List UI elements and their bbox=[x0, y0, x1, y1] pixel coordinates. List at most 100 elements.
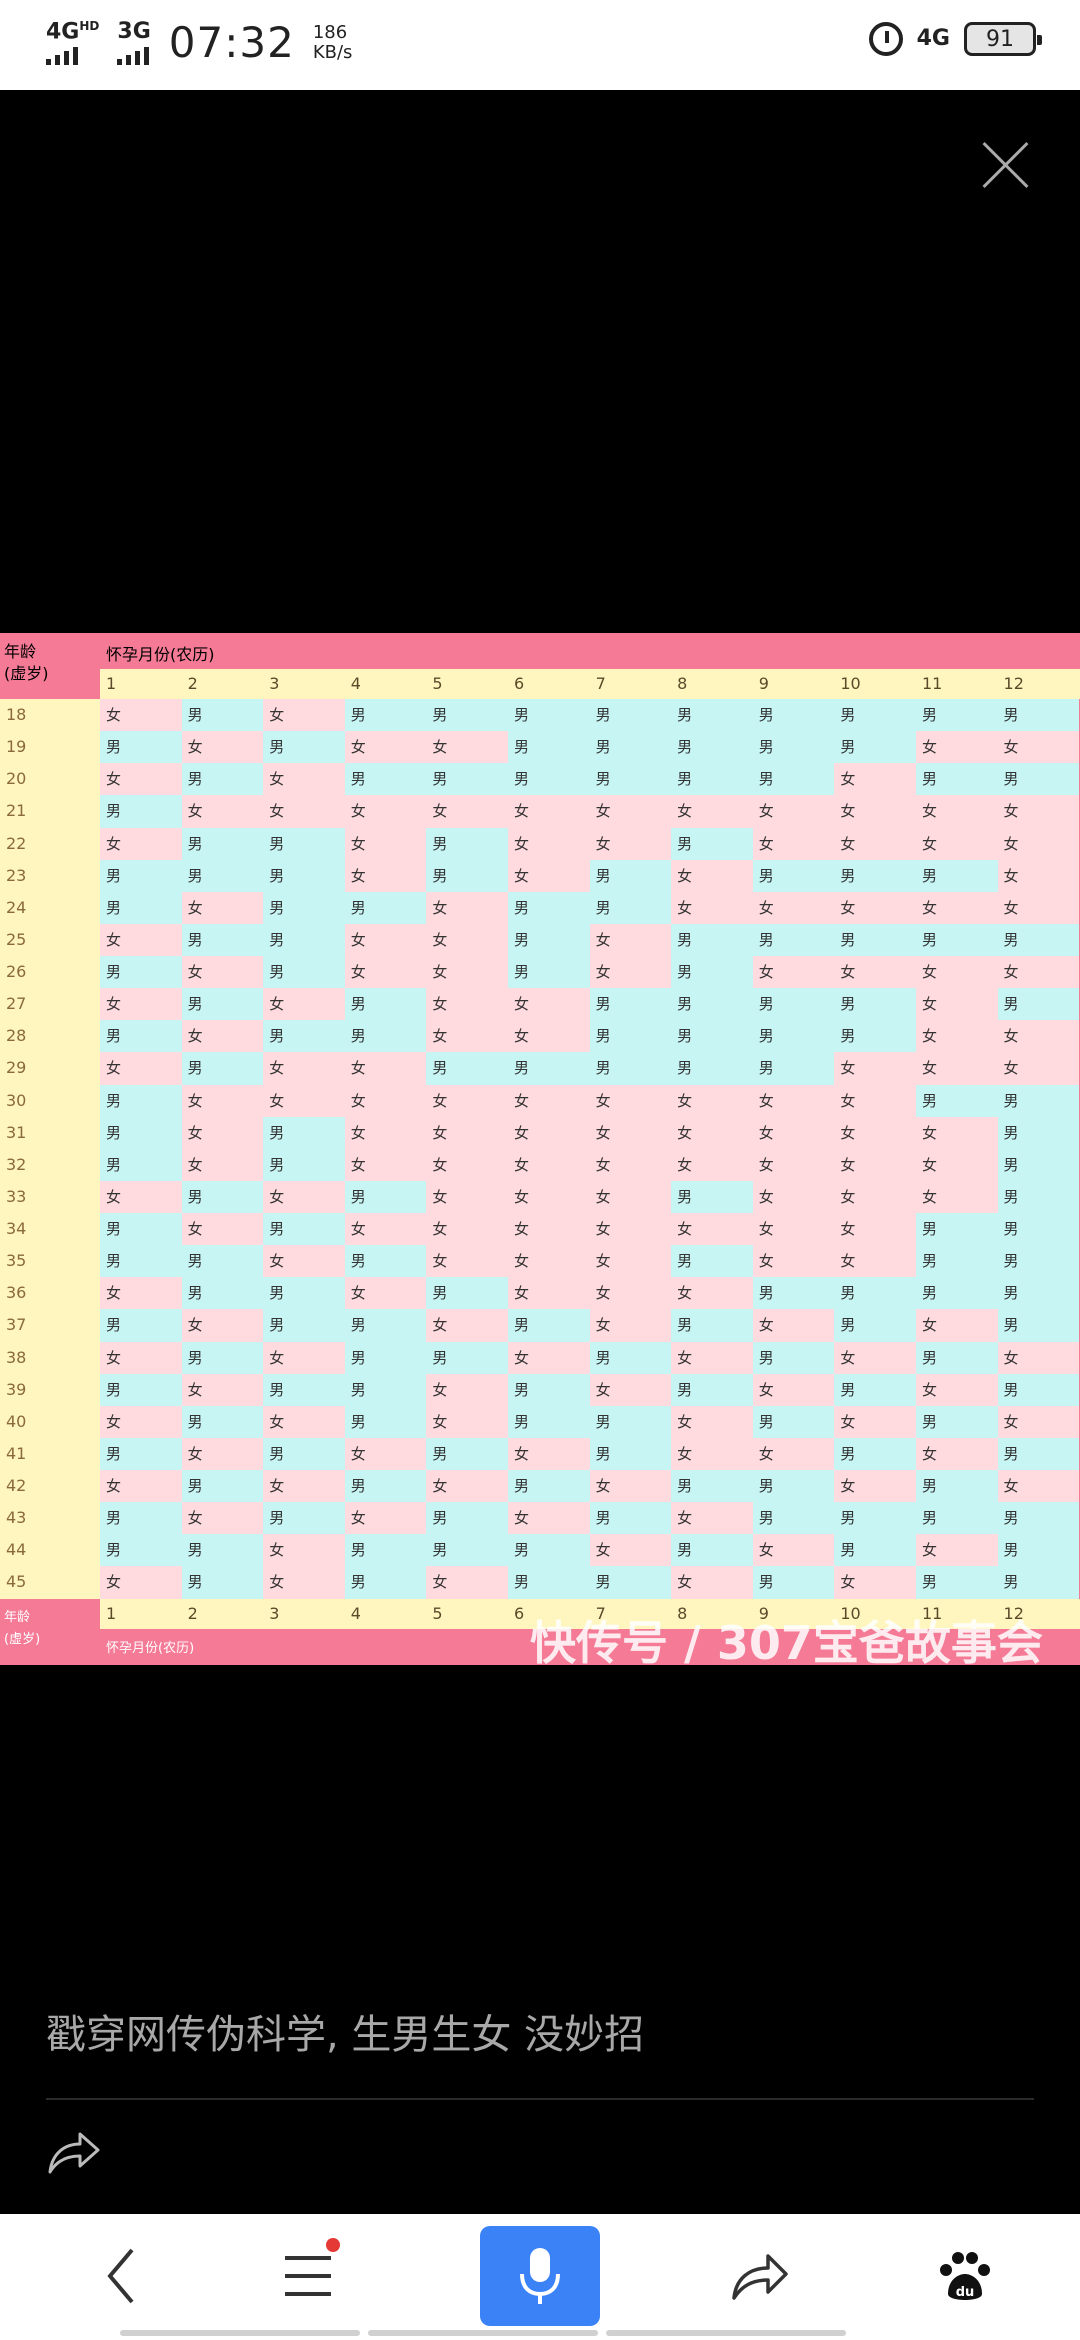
table-cell: 女 bbox=[507, 827, 590, 860]
alarm-icon bbox=[868, 22, 903, 56]
table-cell: 男 bbox=[671, 1470, 753, 1503]
table-cell: 男 bbox=[915, 1084, 998, 1117]
table-cell: 女 bbox=[834, 1405, 916, 1438]
table-cell: 男 bbox=[997, 988, 1080, 1021]
table-cell: 男 bbox=[589, 731, 672, 764]
table-cell: 女 bbox=[915, 891, 998, 924]
month-header-12: 12 bbox=[1003, 674, 1024, 693]
table-row: 男女男女男女男女女男女男 bbox=[100, 1437, 1080, 1470]
table-cell: 男 bbox=[589, 859, 672, 892]
table-cell: 女 bbox=[181, 1373, 264, 1406]
table-row: 男男女男男男女男女男女男 bbox=[100, 1534, 1080, 1567]
table-cell: 女 bbox=[752, 1245, 835, 1278]
month-header-1: 1 bbox=[106, 674, 117, 693]
table-cell: 女 bbox=[997, 827, 1080, 860]
share-forward-icon[interactable] bbox=[720, 2236, 800, 2316]
table-cell: 女 bbox=[834, 1116, 916, 1149]
table-row: 男女男女女女女女女女女男 bbox=[100, 1148, 1080, 1181]
table-cell: 女 bbox=[426, 1566, 508, 1599]
table-cell: 男 bbox=[997, 1180, 1080, 1213]
table-cell: 男 bbox=[507, 1566, 590, 1599]
table-cell: 女 bbox=[426, 1148, 508, 1181]
table-cell: 男 bbox=[507, 1309, 590, 1342]
table-cell: 女 bbox=[507, 1020, 590, 1053]
close-icon[interactable] bbox=[980, 140, 1030, 190]
table-cell: 女 bbox=[589, 1213, 672, 1246]
table-cell: 女 bbox=[507, 1277, 590, 1310]
table-cell: 男 bbox=[100, 956, 182, 989]
share-icon[interactable] bbox=[46, 2128, 106, 2178]
table-row: 女男女女男男男男男女女女 bbox=[100, 1052, 1080, 1085]
gender-prediction-chart: 年龄 (虚岁) 怀孕月份(农历) 1 2 3 4 5 6 7 8 9 10 11 12 18 19 20 2… bbox=[0, 633, 1080, 1665]
table-cell: 男 bbox=[671, 1020, 753, 1053]
table-cell: 女 bbox=[752, 1534, 835, 1567]
age-label-24: 24 bbox=[6, 897, 27, 917]
table-cell: 男 bbox=[181, 1180, 264, 1213]
table-cell: 男 bbox=[263, 827, 345, 860]
table-cell: 女 bbox=[344, 1084, 427, 1117]
menu-icon[interactable] bbox=[268, 2236, 348, 2316]
table-cell: 女 bbox=[100, 1277, 182, 1310]
table-cell: 女 bbox=[915, 956, 998, 989]
table-cell: 男 bbox=[834, 699, 916, 732]
table-cell: 女 bbox=[263, 1052, 345, 1085]
table-cell: 男 bbox=[100, 1373, 182, 1406]
baidu-paw-icon[interactable]: du bbox=[924, 2236, 1004, 2316]
table-cell: 男 bbox=[507, 1534, 590, 1567]
month-footer-2: 2 bbox=[187, 1604, 198, 1623]
table-row: 男女男女男女男女男男男男 bbox=[100, 1502, 1080, 1535]
table-cell: 女 bbox=[507, 1084, 590, 1117]
table-cell: 女 bbox=[181, 1437, 264, 1470]
age-label-29: 29 bbox=[6, 1058, 27, 1078]
age-label-45: 45 bbox=[6, 1572, 27, 1592]
table-cell: 男 bbox=[181, 1277, 264, 1310]
table-cell: 男 bbox=[915, 1566, 998, 1599]
table-cell: 男 bbox=[426, 1534, 508, 1567]
table-cell: 男 bbox=[752, 1405, 835, 1438]
table-cell: 女 bbox=[671, 1084, 753, 1117]
table-cell: 男 bbox=[507, 891, 590, 924]
age-label-20: 20 bbox=[6, 769, 27, 789]
table-cell: 女 bbox=[671, 891, 753, 924]
bottom-toolbar: du bbox=[0, 2214, 1080, 2340]
table-cell: 男 bbox=[263, 923, 345, 956]
image-caption: 戳穿网传伪科学, 生男生女 没妙招 bbox=[46, 2012, 645, 2058]
table-cell: 男 bbox=[997, 1116, 1080, 1149]
table-cell: 男 bbox=[752, 1341, 835, 1374]
table-cell: 女 bbox=[263, 988, 345, 1021]
table-cell: 男 bbox=[589, 763, 672, 796]
table-cell: 女 bbox=[589, 1245, 672, 1278]
age-label-22: 22 bbox=[6, 833, 27, 853]
table-cell: 女 bbox=[507, 795, 590, 828]
table-cell: 女 bbox=[671, 1437, 753, 1470]
table-cell: 女 bbox=[507, 1180, 590, 1213]
table-cell: 女 bbox=[181, 1213, 264, 1246]
table-cell: 男 bbox=[997, 1213, 1080, 1246]
table-cell: 女 bbox=[671, 1148, 753, 1181]
table-cell: 男 bbox=[834, 1534, 916, 1567]
age-label-38: 38 bbox=[6, 1347, 27, 1367]
table-cell: 男 bbox=[263, 956, 345, 989]
table-cell: 男 bbox=[426, 827, 508, 860]
table-cell: 男 bbox=[834, 988, 916, 1021]
age-label-32: 32 bbox=[6, 1154, 27, 1174]
age-label-21: 21 bbox=[6, 801, 27, 821]
table-cell: 男 bbox=[997, 1373, 1080, 1406]
table-cell: 女 bbox=[915, 1020, 998, 1053]
table-cell: 女 bbox=[671, 1116, 753, 1149]
microphone-icon[interactable] bbox=[480, 2226, 600, 2326]
month-footer-title: 怀孕月份(农历) bbox=[106, 1641, 195, 1656]
table-cell: 女 bbox=[344, 923, 427, 956]
table-cell: 男 bbox=[915, 1213, 998, 1246]
table-cell: 女 bbox=[915, 1052, 998, 1085]
month-header-9: 9 bbox=[758, 674, 769, 693]
table-cell: 男 bbox=[100, 1245, 182, 1278]
table-cell: 女 bbox=[915, 795, 998, 828]
table-cell: 男 bbox=[834, 1502, 916, 1535]
table-cell: 女 bbox=[344, 827, 427, 860]
table-row: 女男女男女女男男男男女男 bbox=[100, 988, 1080, 1021]
table-cell: 男 bbox=[997, 1148, 1080, 1181]
table-cell: 男 bbox=[100, 1116, 182, 1149]
back-arrow-icon[interactable] bbox=[82, 2236, 162, 2316]
age-label-41: 41 bbox=[6, 1443, 27, 1463]
